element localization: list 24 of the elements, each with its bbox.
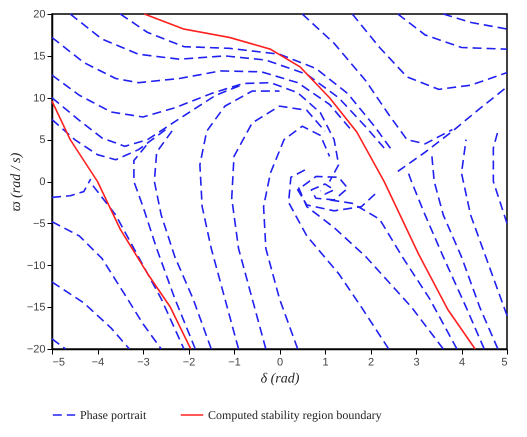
x-tick-label: 3 — [413, 356, 420, 368]
y-tick-label: 0 — [39, 176, 46, 188]
y-tick-label: 5 — [39, 134, 46, 146]
x-tick-label: 1 — [322, 356, 329, 368]
x-tick-label: 4 — [458, 356, 466, 368]
y-axis-title: ϖ (rad / s) — [8, 152, 24, 212]
x-tick-label: −4 — [92, 356, 104, 368]
y-tick-label: −15 — [26, 302, 46, 314]
y-tick-label: 15 — [33, 50, 46, 62]
y-tick-label: −10 — [26, 260, 46, 272]
y-tick-label: 20 — [33, 8, 46, 20]
x-tick-label: −1 — [228, 356, 241, 368]
x-tick-label: 0 — [276, 356, 284, 368]
legend-label: Computed stability region boundary — [208, 408, 382, 422]
x-axis-title: δ (rad) — [260, 372, 300, 386]
x-tick-label: −5 — [52, 356, 66, 368]
y-tick-label: 10 — [33, 92, 46, 104]
y-tick-label: −5 — [32, 218, 46, 230]
x-tick-label: −2 — [182, 356, 196, 368]
x-tick-label: −3 — [137, 356, 150, 368]
y-tick-label: −20 — [26, 344, 46, 356]
x-tick-label: 5 — [501, 356, 508, 368]
legend-label: Phase portrait — [80, 408, 147, 422]
x-tick-label: 2 — [368, 356, 374, 368]
